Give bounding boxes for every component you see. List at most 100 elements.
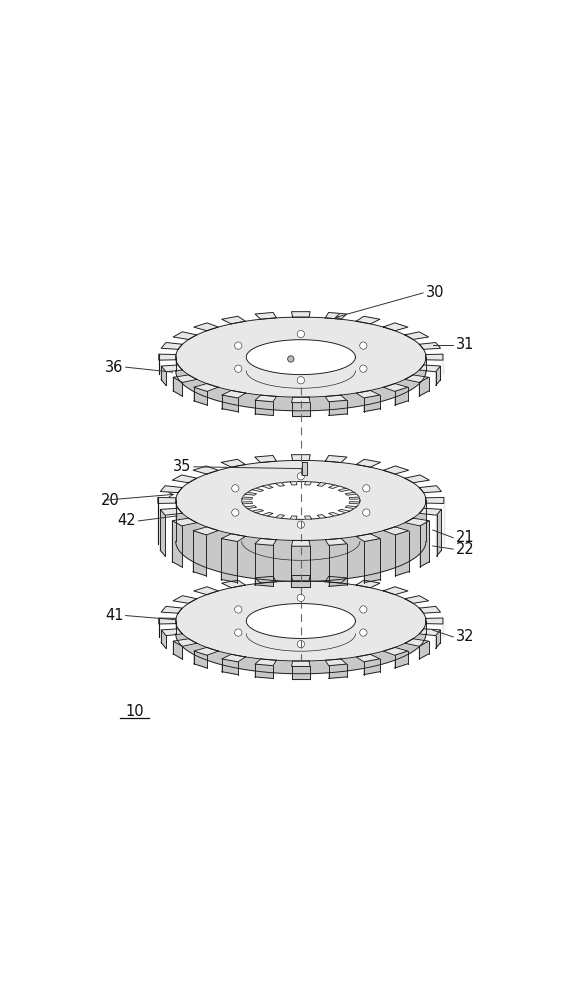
Polygon shape [158,354,176,360]
Circle shape [297,640,305,648]
Polygon shape [252,488,264,492]
Circle shape [297,594,305,602]
Polygon shape [329,400,346,415]
Polygon shape [161,630,166,648]
Text: 32: 32 [456,629,474,644]
Text: 20: 20 [102,493,120,508]
Polygon shape [405,332,429,339]
Polygon shape [317,483,326,486]
Polygon shape [329,512,339,516]
Polygon shape [317,515,326,518]
Polygon shape [437,509,441,556]
Polygon shape [252,509,264,513]
Text: 35: 35 [173,459,191,474]
Circle shape [360,342,367,349]
Polygon shape [176,500,426,581]
Circle shape [360,365,367,372]
Polygon shape [161,343,183,349]
Polygon shape [405,596,429,603]
Polygon shape [419,641,429,659]
Polygon shape [383,323,408,331]
Polygon shape [325,659,346,666]
Polygon shape [383,527,409,535]
Polygon shape [245,492,257,495]
Circle shape [363,485,370,492]
Circle shape [363,509,370,516]
Circle shape [235,365,242,372]
Polygon shape [160,508,183,515]
Polygon shape [255,455,276,463]
Polygon shape [325,312,346,319]
Text: 36: 36 [105,360,123,375]
Polygon shape [222,395,238,412]
Polygon shape [356,534,380,542]
Polygon shape [194,387,207,405]
Circle shape [297,330,305,338]
Polygon shape [329,664,346,678]
Polygon shape [325,455,347,463]
Polygon shape [292,666,310,679]
Polygon shape [356,390,380,398]
Polygon shape [221,459,245,467]
Polygon shape [349,497,360,499]
Polygon shape [292,312,310,317]
Circle shape [297,473,305,480]
Text: 21: 21 [456,530,474,545]
Polygon shape [173,639,197,646]
Circle shape [235,606,242,613]
Polygon shape [158,618,176,624]
Polygon shape [255,312,276,319]
Polygon shape [255,544,273,586]
Circle shape [360,629,367,636]
Circle shape [232,509,239,516]
Polygon shape [345,506,356,509]
Polygon shape [290,516,297,519]
Polygon shape [161,365,183,372]
Polygon shape [245,506,257,509]
Polygon shape [255,538,276,545]
Polygon shape [329,544,347,586]
Polygon shape [242,497,252,499]
Polygon shape [305,482,312,485]
Polygon shape [426,618,443,624]
Polygon shape [194,323,218,331]
Polygon shape [275,483,285,486]
Text: 41: 41 [105,608,123,623]
Polygon shape [193,527,218,535]
Polygon shape [173,377,183,396]
Polygon shape [173,641,183,659]
Circle shape [360,606,367,613]
Polygon shape [356,654,380,662]
Polygon shape [383,587,408,595]
Polygon shape [305,516,312,519]
Polygon shape [222,659,238,675]
Polygon shape [255,395,276,402]
Polygon shape [345,492,356,495]
Polygon shape [383,466,409,474]
Circle shape [232,485,239,492]
Polygon shape [160,509,165,556]
Polygon shape [242,502,252,504]
Polygon shape [405,639,429,646]
Circle shape [235,342,242,349]
Polygon shape [356,459,380,467]
Polygon shape [329,485,339,488]
Polygon shape [292,546,310,587]
Polygon shape [176,317,426,397]
Polygon shape [349,502,360,504]
Polygon shape [419,629,440,636]
Polygon shape [222,390,245,398]
Polygon shape [364,539,380,583]
Polygon shape [255,659,276,666]
Polygon shape [176,581,426,661]
Polygon shape [222,654,245,662]
Polygon shape [419,606,440,613]
Polygon shape [436,630,440,648]
Polygon shape [383,647,408,655]
Polygon shape [173,332,197,339]
Polygon shape [161,629,183,636]
Polygon shape [292,576,310,581]
Polygon shape [419,343,440,349]
Polygon shape [405,518,429,526]
Polygon shape [255,576,276,583]
